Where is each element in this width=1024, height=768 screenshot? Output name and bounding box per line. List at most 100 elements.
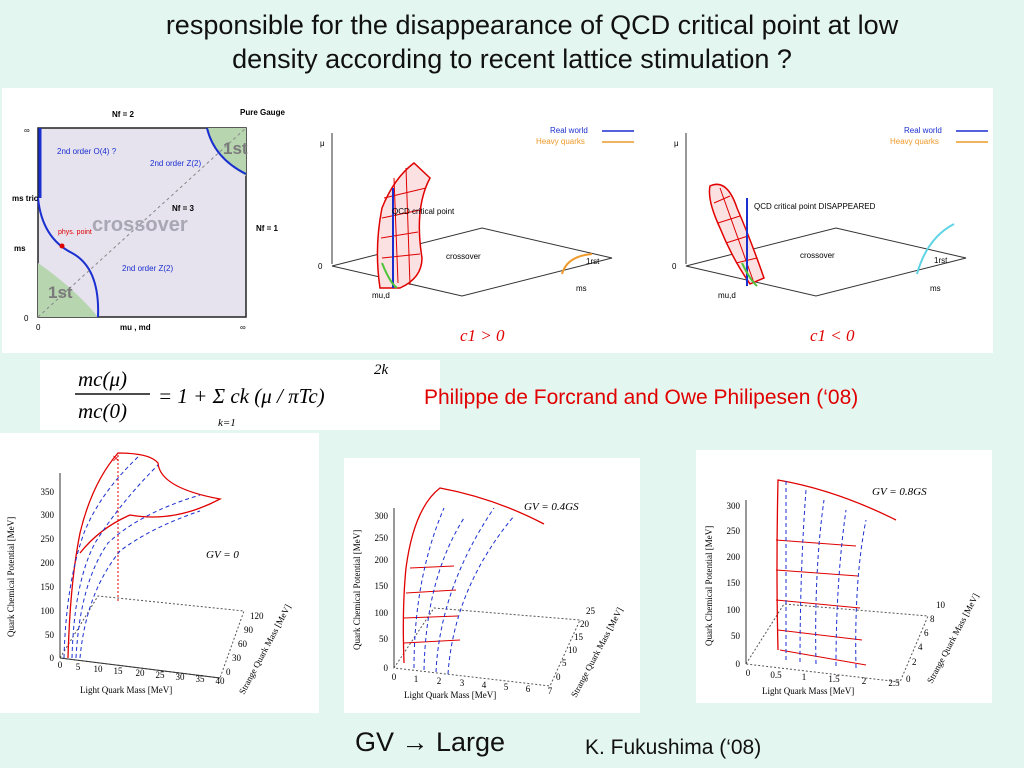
- fukushima-plot-gv04: Quark Chemical Potential [MeV] Light Qua…: [344, 458, 640, 713]
- z-tick: 0: [906, 674, 911, 684]
- x-tick: 2: [862, 676, 867, 686]
- surface-mesh: [380, 167, 427, 286]
- crossover-label: crossover: [800, 251, 835, 260]
- critical-surface-red: [402, 487, 545, 664]
- x-tick: 2.5: [888, 678, 900, 688]
- x-ticks: 0 0.5 1 1.5 2 2.5: [746, 668, 900, 688]
- critical-surface-red: [67, 452, 222, 659]
- x-tick: 40: [216, 676, 226, 686]
- x-tick: 6: [526, 684, 531, 694]
- surface-mesh: [713, 187, 758, 284]
- z-tick: 15: [574, 632, 584, 642]
- x-ticks: 0 1 2 3 4 5 6 7: [392, 672, 553, 696]
- y-ticks: 0 50 100 150 200 250 300 350: [41, 487, 55, 663]
- critical-point-label: QCD critical point: [392, 207, 455, 216]
- fukushima-plot-gv0: Quark Chemical Potential [MeV] Light Qua…: [0, 433, 319, 713]
- y-tick: 50: [45, 630, 55, 640]
- y-tick: 100: [375, 608, 389, 618]
- origin-y-label: 0: [24, 314, 29, 323]
- y-tick: 200: [41, 558, 55, 568]
- x-tick: 35: [196, 674, 206, 684]
- critical-surface-blue: [63, 456, 201, 659]
- mud-axis-label: mu,d: [718, 291, 736, 300]
- z-tick: 0: [226, 667, 231, 677]
- first-order-label-bottom: 1st: [48, 283, 73, 302]
- legend-heavy-quarks: Heavy quarks: [890, 137, 939, 146]
- z2-label-bottom: 2nd order Z(2): [122, 264, 173, 273]
- base-grid: [59, 595, 245, 679]
- inf-y-label: ∞: [24, 126, 30, 135]
- gv-label: GV = 0.4GS: [524, 501, 579, 513]
- formula-panel: mc(μ) mc(0) = 1 + Σ ck (μ / πTc) 2k k=1: [40, 360, 440, 430]
- surface-ribs-red: [775, 539, 867, 666]
- y-tick: 100: [41, 606, 55, 616]
- y-tick: 0: [736, 659, 741, 669]
- z2-label-top: 2nd order Z(2): [150, 159, 201, 168]
- ms-axis-label: ms: [930, 284, 941, 293]
- zero-label: 0: [318, 262, 323, 271]
- first-order-label: 1rst: [586, 257, 600, 266]
- x-tick: 3: [460, 678, 465, 688]
- x-axis-label: Light Quark Mass [MeV]: [762, 686, 854, 696]
- x-tick: 30: [176, 672, 186, 682]
- nf3-label: Nf = 3: [172, 204, 195, 213]
- legend-real-world: Real world: [550, 126, 588, 135]
- x-axis: [59, 657, 221, 679]
- y-tick: 150: [41, 582, 55, 592]
- first-order-region-heavy: [207, 128, 246, 176]
- columbia-plot: Nf = 2 Pure Gauge 1st 1st crossover Nf =…: [12, 108, 285, 332]
- crossover-label: crossover: [446, 252, 481, 261]
- x-tick: 5: [504, 682, 509, 692]
- gv-label: GV = 0.8GS: [872, 486, 927, 498]
- z-tick: 120: [250, 611, 264, 621]
- x-axis-label: Light Quark Mass [MeV]: [404, 690, 496, 700]
- y-axis-label: Quark Chemical Potential [MeV]: [352, 530, 362, 650]
- x-tick: 0: [58, 660, 63, 670]
- z-tick: 60: [238, 639, 248, 649]
- z-tick: 8: [930, 614, 935, 624]
- o4-label: 2nd order O(4) ?: [57, 147, 117, 156]
- x-tick: 5: [76, 662, 81, 672]
- nf3-diagonal: [37, 127, 247, 318]
- z-tick: 5: [562, 658, 567, 668]
- legend-real-world: Real world: [904, 126, 942, 135]
- x-tick: 20: [136, 668, 146, 678]
- z-tick: 10: [936, 600, 946, 610]
- title-line-1: responsible for the disappearance of QCD…: [165, 10, 899, 40]
- y-tick: 250: [375, 533, 389, 543]
- y-ticks: 0 50 100 150 200 250 300: [375, 511, 389, 673]
- heavy-quark-curve: [916, 223, 955, 275]
- y-tick: 200: [727, 552, 741, 562]
- z-tick: 0: [556, 672, 561, 682]
- x-tick: 7: [548, 686, 553, 696]
- critical-surface-blue: [785, 480, 867, 669]
- z-tick: 10: [568, 645, 578, 655]
- legend-heavy-quarks: Heavy quarks: [536, 137, 585, 146]
- z-tick: 25: [586, 606, 596, 616]
- formula: mc(μ) mc(0) = 1 + Σ ck (μ / πTc) 2k k=1: [75, 362, 389, 429]
- base-plane: [685, 227, 967, 297]
- x-ticks: 0 5 10 15 20 25 30 35 40: [58, 660, 225, 686]
- phys-point-label: phys. point: [58, 229, 92, 236]
- inf-x-label: ∞: [240, 323, 246, 332]
- formula-sum-lower: k=1: [218, 417, 236, 429]
- critical-point-marker: ×: [112, 452, 120, 467]
- base-grid: [393, 607, 581, 687]
- crossover-label: crossover: [92, 214, 188, 236]
- heavy-quark-curve: [561, 253, 593, 275]
- z-ticks: 0 30 60 90 120: [226, 611, 264, 677]
- lattice-figure: Nf = 2 Pure Gauge 1st 1st crossover Nf =…: [12, 108, 988, 345]
- plot-gv04: Quark Chemical Potential [MeV] Light Qua…: [352, 487, 625, 700]
- y-tick: 250: [727, 526, 741, 536]
- x-tick: 10: [94, 664, 104, 674]
- pure-gauge-label: Pure Gauge: [240, 108, 285, 117]
- z-tick: 2: [912, 657, 917, 667]
- formula-denominator: mc(0): [78, 399, 127, 423]
- x-tick: 1: [414, 674, 419, 684]
- ms-axis-label: ms: [576, 284, 587, 293]
- y-tick: 300: [375, 511, 389, 521]
- z-tick: 20: [580, 619, 590, 629]
- y-tick: 200: [375, 555, 389, 565]
- z-tick: 6: [924, 628, 929, 638]
- base-plane: [331, 227, 613, 297]
